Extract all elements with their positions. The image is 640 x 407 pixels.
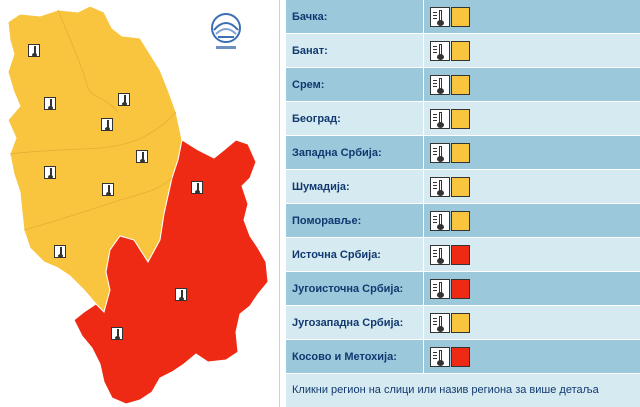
region-border bbox=[9, 111, 177, 155]
warning-level-swatch bbox=[451, 245, 470, 265]
region-label[interactable]: Источна Србија: bbox=[292, 249, 381, 261]
warning-indicator[interactable] bbox=[430, 143, 470, 163]
region-row[interactable]: Срем: bbox=[286, 68, 640, 102]
map-thermometer-icon[interactable] bbox=[54, 245, 66, 258]
cell-divider bbox=[423, 136, 424, 170]
map-thermometer-icon[interactable] bbox=[102, 183, 114, 196]
warning-level-swatch bbox=[451, 75, 470, 95]
region-label[interactable]: Косово и Метохија: bbox=[292, 351, 397, 363]
map-thermometer-icon[interactable] bbox=[136, 150, 148, 163]
region-label[interactable]: Банат: bbox=[292, 45, 328, 57]
thermometer-icon bbox=[430, 177, 450, 197]
warning-indicator[interactable] bbox=[430, 41, 470, 61]
thermometer-icon bbox=[430, 109, 450, 129]
cell-divider bbox=[423, 340, 424, 374]
thermometer-icon bbox=[430, 143, 450, 163]
warning-level-swatch bbox=[451, 109, 470, 129]
warning-indicator[interactable] bbox=[430, 75, 470, 95]
region-row[interactable]: Београд: bbox=[286, 102, 640, 136]
cell-divider bbox=[423, 68, 424, 102]
thermometer-icon bbox=[430, 7, 450, 27]
cell-divider bbox=[423, 272, 424, 306]
region-row[interactable]: Бачка: bbox=[286, 0, 640, 34]
warning-indicator[interactable] bbox=[430, 177, 470, 197]
region-label[interactable]: Београд: bbox=[292, 113, 341, 125]
warning-indicator[interactable] bbox=[430, 279, 470, 299]
thermometer-icon bbox=[430, 313, 450, 333]
warning-indicator[interactable] bbox=[430, 109, 470, 129]
thermometer-icon bbox=[430, 245, 450, 265]
region-row[interactable]: Банат: bbox=[286, 34, 640, 68]
region-label[interactable]: Југоисточна Србија: bbox=[292, 283, 404, 295]
map-thermometer-icon[interactable] bbox=[101, 118, 113, 131]
region-label[interactable]: Поморавље: bbox=[292, 215, 362, 227]
thermometer-icon bbox=[430, 211, 450, 231]
map-thermometer-icon[interactable] bbox=[111, 327, 123, 340]
cell-divider bbox=[423, 0, 424, 34]
region-label[interactable]: Шумадија: bbox=[292, 181, 350, 193]
footer-hint: Кликни регион на слици или назив региона… bbox=[286, 374, 640, 407]
region-label[interactable]: Срем: bbox=[292, 79, 325, 91]
warning-indicator[interactable] bbox=[430, 7, 470, 27]
cell-divider bbox=[423, 34, 424, 68]
cell-divider bbox=[423, 102, 424, 136]
region-border bbox=[57, 9, 119, 113]
region-label[interactable]: Западна Србија: bbox=[292, 147, 382, 159]
region-warning-table: Бачка: Банат: Срем: Београд: Западна Србија:… bbox=[286, 0, 640, 407]
map-thermometer-icon[interactable] bbox=[191, 181, 203, 194]
warning-level-swatch bbox=[451, 313, 470, 333]
thermometer-icon bbox=[430, 279, 450, 299]
region-row[interactable]: Шумадија: bbox=[286, 170, 640, 204]
map-thermometer-icon[interactable] bbox=[28, 44, 40, 57]
warning-indicator[interactable] bbox=[430, 313, 470, 333]
map-thermometer-icon[interactable] bbox=[118, 93, 130, 106]
rhmz-logo-icon bbox=[204, 10, 248, 54]
map-thermometer-icon[interactable] bbox=[175, 288, 187, 301]
serbia-map bbox=[7, 5, 269, 405]
warning-indicator[interactable] bbox=[430, 347, 470, 367]
cell-divider bbox=[423, 238, 424, 272]
region-row[interactable]: Југозападна Србија: bbox=[286, 306, 640, 340]
thermometer-icon bbox=[430, 41, 450, 61]
map-thermometer-icon[interactable] bbox=[44, 97, 56, 110]
region-row[interactable]: Западна Србија: bbox=[286, 136, 640, 170]
cell-divider bbox=[423, 204, 424, 238]
region-row[interactable]: Источна Србија: bbox=[286, 238, 640, 272]
warning-level-swatch bbox=[451, 41, 470, 61]
footer-hint-text: Кликни регион на слици или назив региона… bbox=[292, 384, 599, 396]
region-row[interactable]: Југоисточна Србија: bbox=[286, 272, 640, 306]
thermometer-icon bbox=[430, 347, 450, 367]
region-label[interactable]: Југозападна Србија: bbox=[292, 317, 404, 329]
region-row[interactable]: Косово и Метохија: bbox=[286, 340, 640, 374]
warning-level-swatch bbox=[451, 7, 470, 27]
region-border bbox=[23, 177, 173, 231]
warning-indicator[interactable] bbox=[430, 245, 470, 265]
region-row[interactable]: Поморавље: bbox=[286, 204, 640, 238]
warning-map bbox=[0, 0, 280, 407]
warning-level-swatch bbox=[451, 143, 470, 163]
thermometer-icon bbox=[430, 75, 450, 95]
map-thermometer-icon[interactable] bbox=[44, 166, 56, 179]
cell-divider bbox=[423, 306, 424, 340]
warning-level-swatch bbox=[451, 347, 470, 367]
warning-level-swatch bbox=[451, 279, 470, 299]
warning-level-swatch bbox=[451, 177, 470, 197]
warning-indicator[interactable] bbox=[430, 211, 470, 231]
cell-divider bbox=[423, 170, 424, 204]
region-label[interactable]: Бачка: bbox=[292, 11, 328, 23]
warning-level-swatch bbox=[451, 211, 470, 231]
